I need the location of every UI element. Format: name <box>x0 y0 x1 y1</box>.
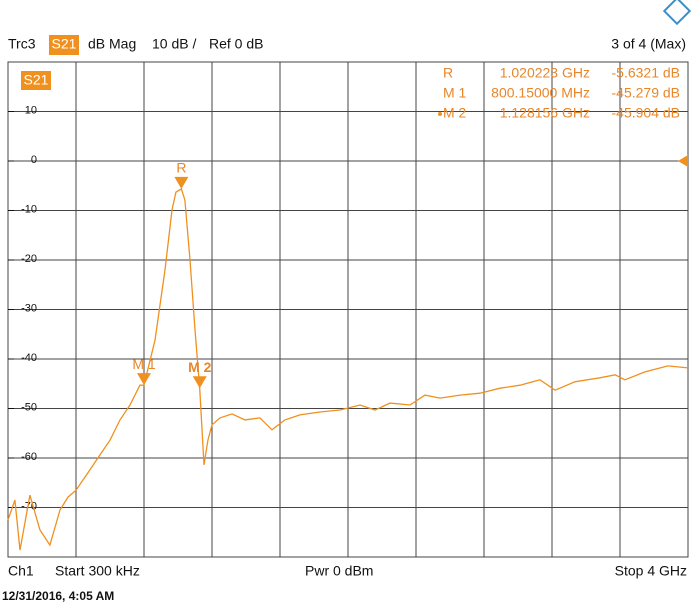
y-tick-label: 10 <box>25 104 37 116</box>
readout-name: M 1 <box>443 85 467 101</box>
active-dot <box>438 112 442 116</box>
trace <box>7 187 689 551</box>
channel: Ch1 <box>8 563 34 579</box>
readout-name: M 2 <box>443 105 467 121</box>
trace-count: 3 of 4 (Max) <box>611 36 686 52</box>
trace-name: Trc3 <box>8 36 36 52</box>
start: Start 300 kHz <box>55 563 140 579</box>
logo <box>662 0 692 26</box>
readout-freq: 1.128156 GHz <box>500 105 590 121</box>
marker-label: R <box>176 160 186 176</box>
param: S21 <box>52 36 77 52</box>
readout-freq: 1.020223 GHz <box>500 65 590 81</box>
scale: 10 dB / <box>152 36 196 52</box>
y-tick-label: -60 <box>21 451 37 463</box>
trace-badge: S21 <box>24 72 49 88</box>
y-tick-label: -70 <box>21 500 37 512</box>
marker-triangle <box>174 176 189 189</box>
readout-freq: 800.15000 MHz <box>491 85 590 101</box>
readout-value: -45.279 dB <box>612 85 681 101</box>
power: Pwr 0 dBm <box>305 563 373 579</box>
y-tick-label: -20 <box>21 253 37 265</box>
reference-arrow <box>678 155 688 167</box>
y-tick-label: -30 <box>21 302 37 314</box>
y-tick-label: -50 <box>21 401 37 413</box>
y-tick-label: -40 <box>21 352 37 364</box>
timestamp: 12/31/2016, 4:05 AM <box>2 589 114 603</box>
format: dB Mag <box>88 36 136 52</box>
readout-name: R <box>443 65 453 81</box>
marker-triangle <box>136 373 151 386</box>
param-box <box>49 35 79 55</box>
readout-value: -5.6321 dB <box>612 65 681 81</box>
stop: Stop 4 GHz <box>615 563 687 579</box>
marker-triangle <box>192 376 207 389</box>
reference: Ref 0 dB <box>209 36 263 52</box>
marker-label: M 1 <box>132 356 156 372</box>
marker-label: M 2 <box>188 359 212 375</box>
trace-badge-box <box>21 71 51 90</box>
readout-value: -45.904 dB <box>612 105 681 121</box>
y-tick-label: -10 <box>21 203 37 215</box>
y-tick-label: 0 <box>31 154 37 166</box>
